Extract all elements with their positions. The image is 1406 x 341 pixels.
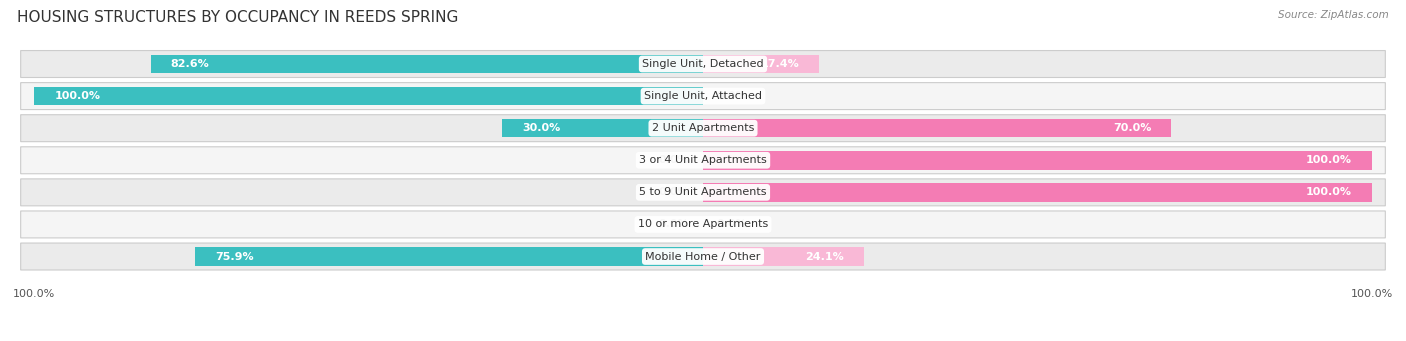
Bar [703, 55, 820, 73]
Text: 100.0%: 100.0% [1306, 155, 1351, 165]
Text: 0.0%: 0.0% [659, 155, 689, 165]
Text: 5 to 9 Unit Apartments: 5 to 9 Unit Apartments [640, 187, 766, 197]
Text: 2 Unit Apartments: 2 Unit Apartments [652, 123, 754, 133]
Text: 0.0%: 0.0% [717, 220, 747, 229]
Text: 30.0%: 30.0% [523, 123, 561, 133]
Text: 0.0%: 0.0% [717, 91, 747, 101]
FancyBboxPatch shape [21, 50, 1385, 77]
Text: 0.0%: 0.0% [659, 187, 689, 197]
FancyBboxPatch shape [21, 211, 1385, 238]
FancyBboxPatch shape [21, 243, 1385, 270]
Bar [703, 183, 1372, 202]
Bar [703, 119, 1171, 137]
Text: 100.0%: 100.0% [1306, 187, 1351, 197]
Text: 70.0%: 70.0% [1112, 123, 1152, 133]
Text: Mobile Home / Other: Mobile Home / Other [645, 252, 761, 262]
FancyBboxPatch shape [21, 179, 1385, 206]
Text: 75.9%: 75.9% [215, 252, 254, 262]
Bar [150, 55, 703, 73]
Bar [502, 119, 703, 137]
Text: 3 or 4 Unit Apartments: 3 or 4 Unit Apartments [640, 155, 766, 165]
Bar [34, 87, 703, 105]
Text: 24.1%: 24.1% [806, 252, 844, 262]
FancyBboxPatch shape [21, 115, 1385, 142]
FancyBboxPatch shape [21, 147, 1385, 174]
Text: Single Unit, Attached: Single Unit, Attached [644, 91, 762, 101]
Bar [703, 247, 865, 266]
Text: Source: ZipAtlas.com: Source: ZipAtlas.com [1278, 10, 1389, 20]
Text: 82.6%: 82.6% [170, 59, 209, 69]
Bar [703, 151, 1372, 169]
Text: 10 or more Apartments: 10 or more Apartments [638, 220, 768, 229]
Text: 100.0%: 100.0% [55, 91, 100, 101]
Text: 0.0%: 0.0% [659, 220, 689, 229]
Text: Single Unit, Detached: Single Unit, Detached [643, 59, 763, 69]
Text: HOUSING STRUCTURES BY OCCUPANCY IN REEDS SPRING: HOUSING STRUCTURES BY OCCUPANCY IN REEDS… [17, 10, 458, 25]
Text: 17.4%: 17.4% [761, 59, 800, 69]
Bar [195, 247, 703, 266]
FancyBboxPatch shape [21, 83, 1385, 109]
